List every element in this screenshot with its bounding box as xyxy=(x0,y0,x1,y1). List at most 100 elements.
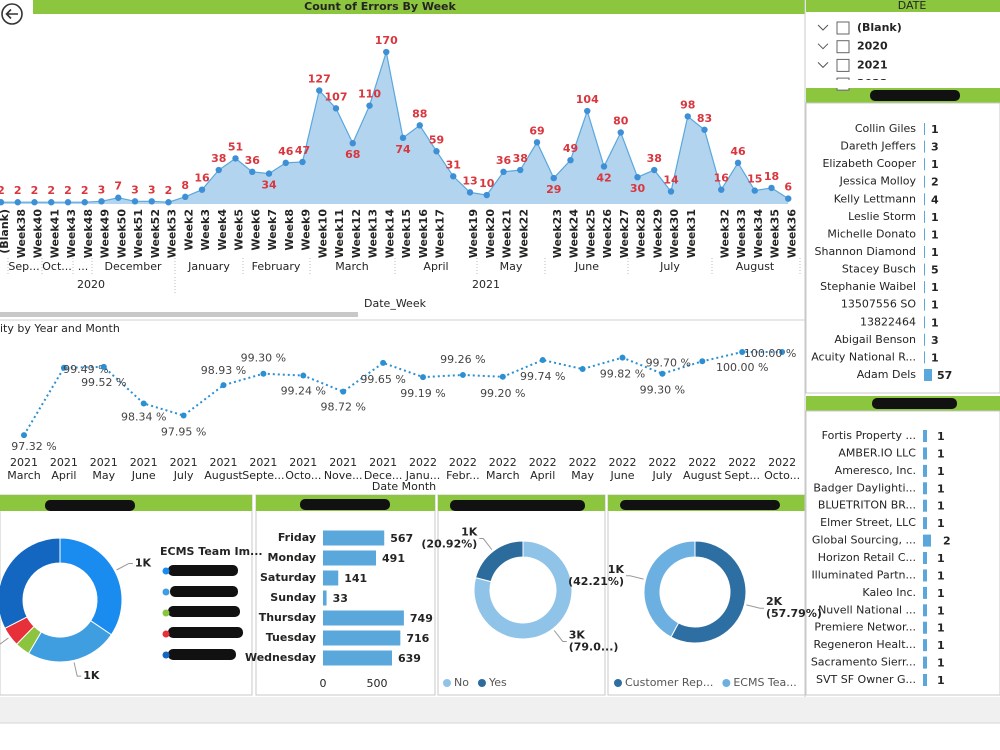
data-point xyxy=(651,166,658,174)
data-point xyxy=(0,199,5,206)
data-bar xyxy=(924,158,925,171)
x-tick-label: 2021 xyxy=(369,456,397,469)
data-label: 30 xyxy=(630,182,646,195)
data-label: 2 xyxy=(81,184,89,197)
data-bar xyxy=(924,281,925,294)
redaction xyxy=(170,586,238,597)
x-tick-label: Week24 xyxy=(568,209,581,259)
x-group-label: Oct... xyxy=(42,260,72,273)
row-label: Ameresco, Inc. xyxy=(835,464,916,477)
x-group-label: June xyxy=(574,260,599,273)
x-tick-label: (Blank) xyxy=(0,209,11,254)
x-tick-label: Week50 xyxy=(115,209,128,259)
data-label: 3K xyxy=(569,628,586,641)
x-tick-label: Week15 xyxy=(400,209,413,258)
x-tick-label: Week20 xyxy=(484,209,497,259)
data-label: 2K xyxy=(766,595,783,608)
data-point xyxy=(349,140,356,147)
x-tick-label: 2021 xyxy=(130,456,158,469)
data-point xyxy=(785,195,792,202)
x-group-label: 2021 xyxy=(472,278,500,291)
row-label: Abigail Benson xyxy=(834,333,916,346)
data-label: 18 xyxy=(764,170,779,183)
data-label: 16 xyxy=(714,172,730,185)
data-label: 749 xyxy=(410,612,433,625)
data-label: 110 xyxy=(358,88,381,101)
row-label: AMBER.IO LLC xyxy=(838,446,916,459)
slicer-item[interactable]: (Blank) xyxy=(857,21,902,34)
data-point xyxy=(617,129,624,136)
data-bar xyxy=(924,175,925,188)
data-point xyxy=(539,357,546,364)
x-tick-label: August xyxy=(683,469,722,482)
row-value: 1 xyxy=(931,316,939,329)
data-label: 10 xyxy=(479,177,495,190)
data-point xyxy=(198,186,206,193)
data-point xyxy=(533,139,541,146)
scrollbar[interactable] xyxy=(0,312,358,317)
data-point xyxy=(684,113,691,120)
checkbox[interactable] xyxy=(836,58,850,72)
y-tick-label: Monday xyxy=(268,551,316,564)
data-label: (42.21%) xyxy=(568,575,624,588)
data-point xyxy=(21,432,27,439)
x-group-label: April xyxy=(423,260,448,273)
data-label: 99.20 % xyxy=(480,387,525,400)
data-point xyxy=(220,382,227,389)
data-label: 1K xyxy=(83,669,100,682)
data-label: 107 xyxy=(325,90,348,103)
data-label: 2 xyxy=(47,184,55,197)
data-point xyxy=(81,199,88,206)
slicer-item[interactable]: 2020 xyxy=(857,40,888,53)
data-label: 33 xyxy=(333,592,348,605)
legend-marker xyxy=(162,630,170,638)
data-point xyxy=(579,366,586,373)
row-value: 1 xyxy=(931,281,939,294)
x-tick-label: August xyxy=(204,469,243,482)
row-label: Stacey Busch xyxy=(842,263,916,276)
checkbox[interactable] xyxy=(836,40,850,54)
data-point xyxy=(180,412,187,419)
back-button[interactable] xyxy=(1,3,23,25)
x-group-label: January xyxy=(187,260,230,273)
x-tick-label: Week32 xyxy=(718,209,731,258)
data-point xyxy=(98,198,105,205)
row-value: 57 xyxy=(937,369,952,382)
row-value: 2 xyxy=(943,535,951,548)
slicer-item[interactable]: 2021 xyxy=(857,58,888,71)
x-tick-label: 500 xyxy=(367,677,388,690)
y-tick-label: Tuesday xyxy=(266,631,316,644)
row-label: Adam Dels xyxy=(857,368,917,381)
row-value: 1 xyxy=(937,465,945,478)
x-tick-label: July xyxy=(173,469,194,482)
panel xyxy=(805,102,1000,394)
expand-chevron[interactable] xyxy=(817,43,829,50)
legend-marker xyxy=(162,567,170,575)
x-tick-label: 2021 xyxy=(50,456,78,469)
expand-chevron[interactable] xyxy=(817,62,829,69)
expand-chevron[interactable] xyxy=(817,24,829,31)
data-label: 80 xyxy=(613,114,629,127)
row-value: 1 xyxy=(937,447,945,460)
data-label: 29 xyxy=(546,183,561,196)
data-point xyxy=(483,191,490,199)
data-bar xyxy=(923,430,927,442)
data-label: 3 xyxy=(131,183,139,196)
data-label: 98.34 % xyxy=(121,410,166,423)
x-group-label: August xyxy=(736,260,775,273)
legend-title: ECMS Team Im... xyxy=(160,545,263,558)
checkbox[interactable] xyxy=(836,21,850,35)
data-bar xyxy=(923,656,927,669)
data-label: 51 xyxy=(228,140,243,153)
data-point xyxy=(232,155,239,162)
panel-header xyxy=(806,0,1000,12)
data-bar xyxy=(924,263,925,276)
x-tick-label: Week11 xyxy=(333,209,346,258)
redaction xyxy=(168,606,240,617)
data-label: 99.74 % xyxy=(520,370,565,383)
x-tick-label: 2021 xyxy=(210,456,238,469)
x-tick-label: Week30 xyxy=(668,209,681,259)
slicer-title: DATE xyxy=(898,0,927,12)
data-bar xyxy=(924,123,925,135)
x-tick-label: March xyxy=(486,469,520,482)
